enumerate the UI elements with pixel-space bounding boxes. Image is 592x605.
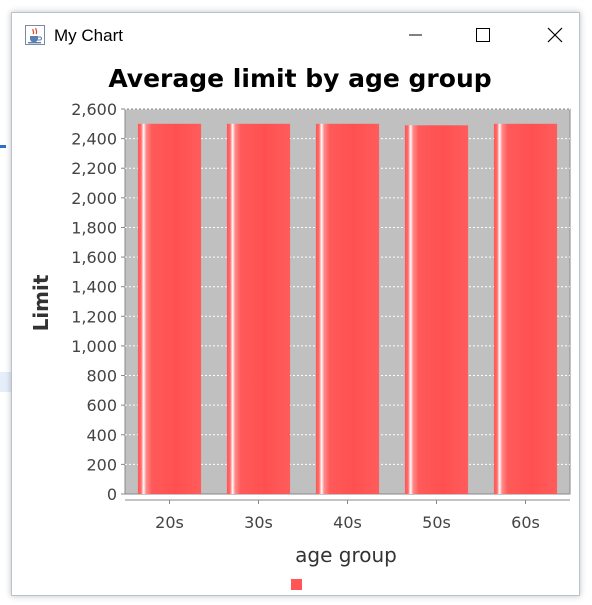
y-tick-label: 600 <box>86 396 117 415</box>
chart-title: Average limit by age group <box>108 64 491 93</box>
y-axis-label: Limit <box>29 274 53 331</box>
plot-area: 0 200 400 600 800 1,000 1,200 1,400 1,600 1,800 2,… <box>71 100 571 532</box>
minimize-button[interactable] <box>392 13 438 57</box>
x-tick-label: 50s <box>422 513 451 532</box>
y-tick-label: 1,600 <box>71 248 117 267</box>
y-tick-label: 1,000 <box>71 337 117 356</box>
window-title: My Chart <box>54 26 123 45</box>
bar <box>226 123 291 495</box>
x-tick-label: 40s <box>333 513 362 532</box>
java-cup-icon <box>25 25 45 45</box>
y-tick-label: 800 <box>86 367 117 386</box>
background-desktop <box>0 0 12 605</box>
y-tick-label: 1,400 <box>71 278 117 297</box>
y-tick-label: 1,200 <box>71 307 117 326</box>
maximize-icon <box>476 28 490 42</box>
y-tick-label: 2,600 <box>71 100 117 119</box>
y-tick-label: 200 <box>86 455 117 474</box>
close-icon <box>547 27 563 43</box>
bar <box>137 123 202 495</box>
x-axis-label: age group <box>295 543 397 567</box>
y-tick-label: 0 <box>107 485 117 504</box>
bar-chart: Average limit by age group 0 200 400 600 800… <box>29 64 571 590</box>
x-tick-label: 60s <box>511 513 540 532</box>
x-tick-label: 30s <box>244 513 273 532</box>
y-tick-label: 2,000 <box>71 189 117 208</box>
bar <box>404 125 469 495</box>
y-tick-label: 400 <box>86 426 117 445</box>
title-bar[interactable]: My Chart <box>12 13 579 57</box>
close-button[interactable] <box>532 13 578 57</box>
minimize-icon <box>409 34 422 36</box>
background-fragment <box>0 145 6 148</box>
y-tick-label: 2,400 <box>71 130 117 149</box>
legend-swatch <box>291 579 302 590</box>
background-fragment <box>0 372 12 392</box>
y-tick-label: 1,800 <box>71 218 117 237</box>
bar <box>315 123 380 495</box>
x-tick-label: 20s <box>155 513 184 532</box>
maximize-button[interactable] <box>460 13 506 57</box>
bar <box>493 123 558 495</box>
y-tick-label: 2,200 <box>71 159 117 178</box>
